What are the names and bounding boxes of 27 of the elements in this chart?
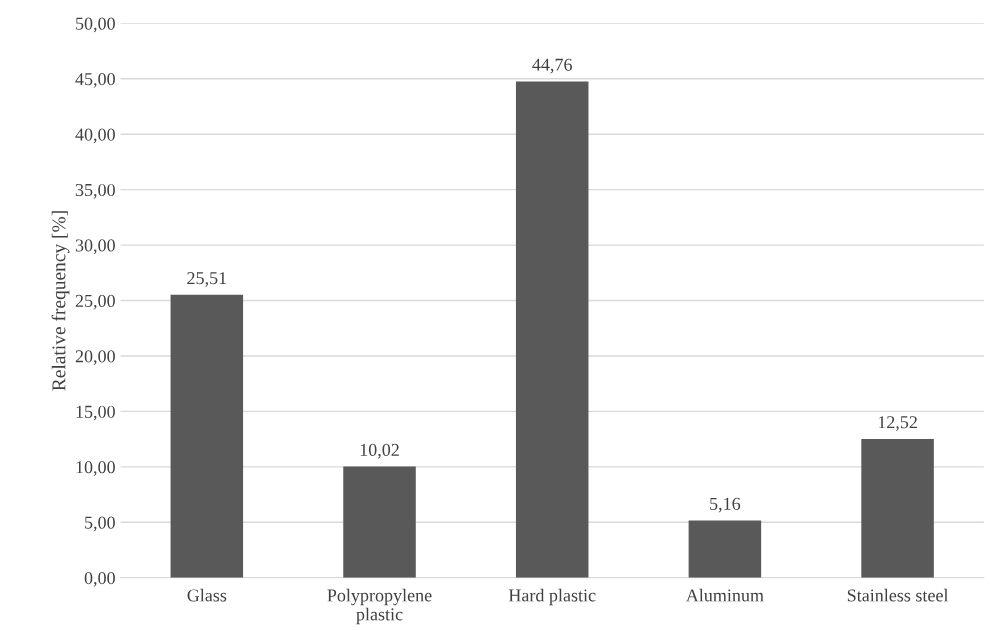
bar bbox=[688, 520, 762, 578]
x-tick-label: Stainless steel bbox=[847, 588, 949, 602]
data-label: 10,02 bbox=[360, 443, 399, 459]
data-label: 25,51 bbox=[187, 272, 227, 287]
y-tick-label: 10,00 bbox=[76, 461, 115, 476]
data-label: 5,16 bbox=[710, 497, 741, 513]
y-axis-title: Relative frequency [%] bbox=[51, 211, 70, 391]
data-label: 12,52 bbox=[878, 416, 917, 431]
y-tick-label: 25,00 bbox=[75, 294, 115, 310]
y-tick-label: 45,00 bbox=[75, 73, 115, 88]
x-tick-label: Hard plastic bbox=[508, 588, 596, 606]
bar bbox=[170, 294, 244, 578]
x-tick-label: Glass bbox=[187, 588, 227, 602]
bar bbox=[515, 81, 589, 578]
x-tick-label: Aluminum bbox=[685, 588, 764, 602]
bar bbox=[861, 438, 934, 578]
bar bbox=[343, 466, 416, 578]
x-tick-label: Polypropylene plastic bbox=[327, 588, 432, 625]
y-tick-label: 0,00 bbox=[84, 571, 115, 587]
y-tick-label: 15,00 bbox=[76, 405, 115, 421]
data-label: 44,76 bbox=[532, 58, 572, 74]
y-tick-label: 5,00 bbox=[85, 516, 115, 532]
y-tick-label: 30,00 bbox=[75, 239, 115, 255]
y-tick-label: 35,00 bbox=[75, 183, 115, 199]
y-tick-label: 20,00 bbox=[75, 350, 115, 365]
y-tick-label: 40,00 bbox=[75, 128, 115, 144]
y-tick-label: 50,00 bbox=[76, 17, 115, 33]
